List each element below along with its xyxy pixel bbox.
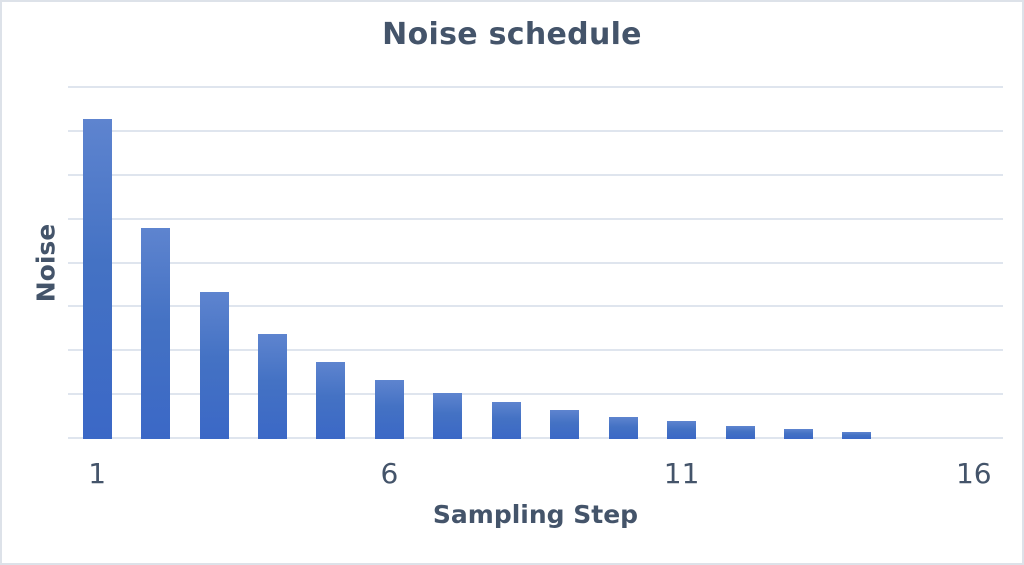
y-gridline <box>68 129 1003 132</box>
bar-step-2 <box>141 228 171 439</box>
x-tick-label-11: 11 <box>663 457 700 490</box>
bar-step-1 <box>82 119 112 439</box>
y-gridline <box>68 261 1003 264</box>
bar-step-3 <box>199 292 229 439</box>
y-gridline <box>68 393 1003 396</box>
bar-step-4 <box>258 334 288 439</box>
bar-step-8 <box>491 402 521 439</box>
bar-step-14 <box>842 432 872 439</box>
chart-title: Noise schedule <box>382 17 642 52</box>
x-tick-label-1: 1 <box>88 457 107 490</box>
bar-step-9 <box>550 410 580 439</box>
y-axis-title: Noise <box>31 223 61 303</box>
bar-step-10 <box>608 417 638 439</box>
y-gridline <box>68 305 1003 308</box>
plot-area <box>68 86 1003 439</box>
x-tick-label-6: 6 <box>380 457 399 490</box>
x-axis-title: Sampling Step <box>432 500 639 529</box>
bar-step-7 <box>433 393 463 439</box>
x-tick-label-16: 16 <box>955 457 992 490</box>
y-gridline <box>68 173 1003 176</box>
bar-step-13 <box>783 429 813 439</box>
y-gridline <box>68 437 1003 439</box>
bar-step-12 <box>725 426 755 439</box>
bar-step-11 <box>667 421 697 439</box>
y-gridline <box>68 86 1003 88</box>
y-gridline <box>68 217 1003 220</box>
bar-step-5 <box>316 362 346 439</box>
y-gridline <box>68 349 1003 352</box>
bar-step-6 <box>374 380 404 439</box>
